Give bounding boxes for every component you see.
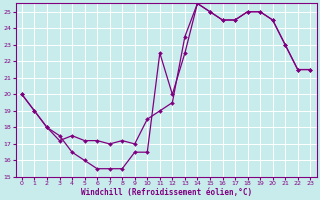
X-axis label: Windchill (Refroidissement éolien,°C): Windchill (Refroidissement éolien,°C): [81, 188, 252, 197]
